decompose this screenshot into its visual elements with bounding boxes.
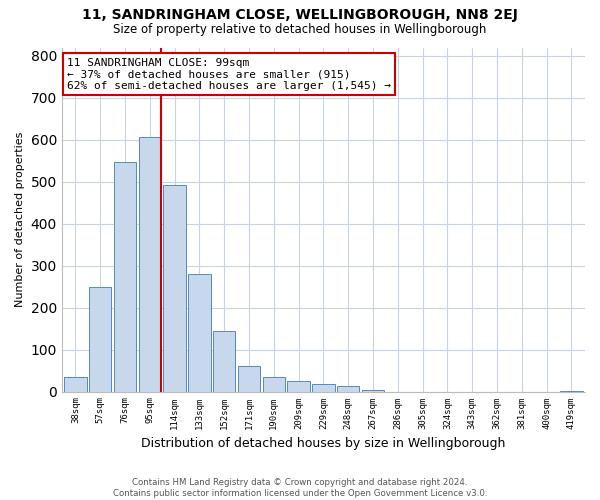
- Text: Size of property relative to detached houses in Wellingborough: Size of property relative to detached ho…: [113, 22, 487, 36]
- Bar: [337, 386, 359, 392]
- X-axis label: Distribution of detached houses by size in Wellingborough: Distribution of detached houses by size …: [141, 437, 506, 450]
- Bar: [89, 286, 112, 392]
- Bar: [560, 390, 583, 392]
- Text: 11, SANDRINGHAM CLOSE, WELLINGBOROUGH, NN8 2EJ: 11, SANDRINGHAM CLOSE, WELLINGBOROUGH, N…: [82, 8, 518, 22]
- Bar: [312, 384, 335, 392]
- Bar: [163, 184, 186, 392]
- Bar: [64, 377, 86, 392]
- Bar: [114, 162, 136, 392]
- Bar: [139, 137, 161, 392]
- Bar: [238, 366, 260, 392]
- Bar: [263, 377, 285, 392]
- Text: Contains HM Land Registry data © Crown copyright and database right 2024.
Contai: Contains HM Land Registry data © Crown c…: [113, 478, 487, 498]
- Text: 11 SANDRINGHAM CLOSE: 99sqm
← 37% of detached houses are smaller (915)
62% of se: 11 SANDRINGHAM CLOSE: 99sqm ← 37% of det…: [67, 58, 391, 91]
- Bar: [362, 390, 384, 392]
- Bar: [287, 381, 310, 392]
- Y-axis label: Number of detached properties: Number of detached properties: [15, 132, 25, 307]
- Bar: [188, 274, 211, 392]
- Bar: [213, 330, 235, 392]
